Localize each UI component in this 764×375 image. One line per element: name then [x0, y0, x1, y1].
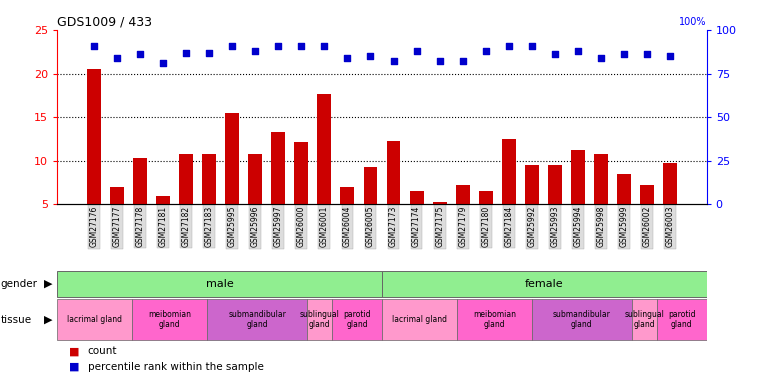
Bar — [663, 162, 677, 204]
Bar — [133, 158, 147, 204]
Point — [364, 53, 377, 59]
Text: meibomian
gland: meibomian gland — [148, 310, 191, 329]
Bar — [294, 142, 308, 204]
Text: parotid
gland: parotid gland — [668, 310, 695, 329]
Text: ■: ■ — [69, 346, 79, 356]
Bar — [248, 154, 262, 204]
Point — [249, 48, 261, 54]
Bar — [156, 196, 170, 204]
Bar — [225, 113, 239, 204]
Bar — [387, 141, 400, 204]
Bar — [432, 202, 447, 204]
Point — [503, 43, 515, 49]
Bar — [382, 299, 457, 340]
Bar — [57, 272, 382, 297]
Point — [549, 51, 561, 57]
Point — [157, 60, 169, 66]
Bar — [317, 94, 332, 204]
Bar — [110, 187, 124, 204]
Bar — [456, 185, 470, 204]
Text: parotid
gland: parotid gland — [343, 310, 371, 329]
Point — [226, 43, 238, 49]
Point — [457, 58, 469, 64]
Point — [111, 55, 123, 61]
Point — [295, 43, 307, 49]
Bar — [202, 154, 216, 204]
Text: gender: gender — [1, 279, 37, 289]
Bar — [341, 187, 354, 204]
Text: tissue: tissue — [1, 315, 32, 325]
Text: 100%: 100% — [679, 16, 707, 27]
Point — [272, 43, 284, 49]
Bar — [571, 150, 585, 204]
Bar — [332, 299, 382, 340]
Bar — [594, 154, 608, 204]
Bar — [307, 299, 332, 340]
Point — [342, 55, 354, 61]
Point — [88, 43, 100, 49]
Text: percentile rank within the sample: percentile rank within the sample — [88, 362, 264, 372]
Bar — [57, 299, 132, 340]
Point — [595, 55, 607, 61]
Point — [664, 53, 676, 59]
Bar — [640, 185, 654, 204]
Bar — [632, 299, 657, 340]
Text: GDS1009 / 433: GDS1009 / 433 — [57, 16, 152, 29]
Point — [203, 50, 215, 55]
Bar — [617, 174, 631, 204]
Bar — [457, 299, 532, 340]
Bar — [271, 132, 285, 204]
Point — [134, 51, 146, 57]
Text: submandibular
gland: submandibular gland — [228, 310, 286, 329]
Text: meibomian
gland: meibomian gland — [473, 310, 516, 329]
Point — [433, 58, 445, 64]
Text: male: male — [206, 279, 234, 289]
Text: count: count — [88, 346, 118, 356]
Bar — [548, 165, 562, 204]
Point — [572, 48, 584, 54]
Bar — [479, 191, 493, 204]
Bar — [502, 139, 516, 204]
Text: lacrimal gland: lacrimal gland — [392, 315, 447, 324]
Bar — [132, 299, 207, 340]
Bar — [410, 191, 423, 204]
Point — [387, 58, 400, 64]
Bar — [179, 154, 193, 204]
Point — [319, 43, 331, 49]
Text: submandibular
gland: submandibular gland — [553, 310, 610, 329]
Bar — [364, 167, 377, 204]
Bar — [382, 272, 707, 297]
Text: female: female — [525, 279, 564, 289]
Text: ■: ■ — [69, 362, 79, 372]
Text: sublingual
gland: sublingual gland — [299, 310, 339, 329]
Text: ▶: ▶ — [44, 315, 53, 325]
Point — [526, 43, 538, 49]
Point — [618, 51, 630, 57]
Text: lacrimal gland: lacrimal gland — [67, 315, 122, 324]
Point — [480, 48, 492, 54]
Bar — [525, 165, 539, 204]
Bar — [532, 299, 632, 340]
Bar — [87, 69, 101, 204]
Point — [641, 51, 653, 57]
Bar — [207, 299, 307, 340]
Bar — [657, 299, 707, 340]
Point — [180, 50, 192, 55]
Text: sublingual
gland: sublingual gland — [624, 310, 664, 329]
Point — [410, 48, 422, 54]
Text: ▶: ▶ — [44, 279, 53, 289]
